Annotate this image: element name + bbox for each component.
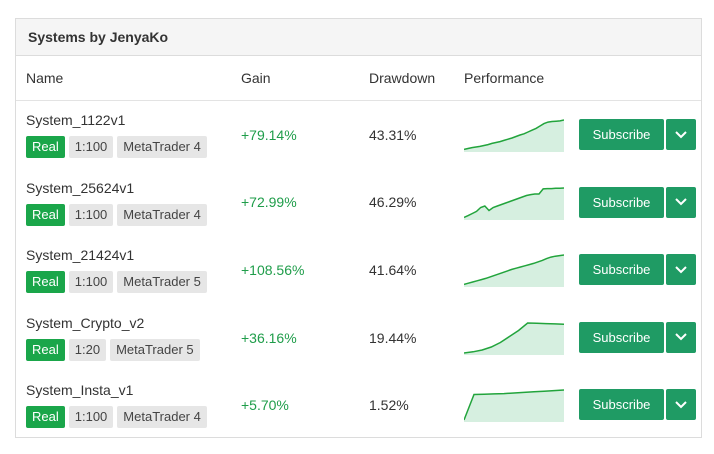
sparkline-area: [464, 187, 564, 220]
gain-value: +79.14%: [241, 126, 297, 143]
subscribe-button[interactable]: Subscribe: [579, 321, 664, 353]
tag-group: Real 1:100 MetaTrader 4: [26, 136, 207, 158]
system-name[interactable]: System_Insta_v1: [26, 382, 134, 399]
sparkline-area: [464, 390, 564, 423]
panel-title: Systems by JenyaKo: [16, 19, 701, 56]
leverage-badge: 1:100: [68, 406, 114, 429]
tag-group: Real 1:20 MetaTrader 5: [26, 338, 200, 361]
gain-value: +5.70%: [241, 397, 289, 414]
platform-badge: MetaTrader 4: [117, 203, 207, 226]
column-header-gain: Gain: [241, 70, 271, 86]
table-header: Name Gain Drawdown Performance: [16, 56, 701, 101]
tag-group: Real 1:100 MetaTrader 4: [26, 203, 207, 226]
subscribe-button[interactable]: Subscribe: [579, 186, 664, 218]
table-row: System_25624v1 Real 1:100 MetaTrader 4 +…: [16, 169, 701, 237]
drawdown-value: 1.52%: [369, 397, 409, 414]
subscribe-button[interactable]: Subscribe: [579, 389, 664, 421]
system-name[interactable]: System_21424v1: [26, 247, 135, 264]
subscribe-options-button[interactable]: [666, 389, 696, 421]
sparkline-line: [464, 119, 564, 151]
platform-badge: MetaTrader 4: [117, 406, 207, 429]
performance-sparkline: [464, 389, 564, 423]
gain-value: +108.56%: [241, 261, 305, 278]
subscribe-button[interactable]: Subscribe: [579, 119, 664, 150]
performance-sparkline: [464, 119, 564, 152]
chevron-down-icon: [675, 198, 687, 206]
chevron-down-icon: [675, 401, 687, 409]
system-name[interactable]: System_1122v1: [26, 112, 126, 128]
chevron-down-icon: [675, 333, 687, 341]
tag-group: Real 1:100 MetaTrader 5: [26, 271, 207, 294]
gain-value: +72.99%: [241, 194, 297, 211]
system-name[interactable]: System_25624v1: [26, 179, 135, 196]
table-row: System_Crypto_v2 Real 1:20 MetaTrader 5 …: [16, 304, 701, 372]
table-row: System_21424v1 Real 1:100 MetaTrader 5 +…: [16, 236, 701, 304]
column-header-drawdown: Drawdown: [369, 70, 436, 86]
drawdown-value: 19.44%: [369, 329, 417, 346]
sparkline-area: [464, 322, 564, 355]
account-type-badge: Real: [26, 338, 65, 361]
subscribe-options-button[interactable]: [666, 186, 696, 218]
sparkline-line: [464, 254, 564, 286]
platform-badge: MetaTrader 5: [117, 271, 207, 294]
performance-sparkline: [464, 186, 564, 220]
table-row: System_Insta_v1 Real 1:100 MetaTrader 4 …: [16, 371, 701, 439]
subscribe-options-button[interactable]: [666, 321, 696, 353]
performance-sparkline: [464, 322, 564, 355]
sparkline-line: [464, 322, 564, 354]
sparkline-area: [464, 255, 564, 288]
drawdown-value: 43.31%: [369, 126, 417, 143]
subscribe-options-button[interactable]: [666, 254, 696, 286]
gain-value: +36.16%: [241, 329, 297, 346]
systems-panel: Systems by JenyaKo Name Gain Drawdown Pe…: [15, 18, 702, 438]
tag-group: Real 1:100 MetaTrader 4: [26, 406, 207, 429]
account-type-badge: Real: [26, 203, 65, 226]
column-header-name: Name: [26, 70, 64, 86]
sparkline-line: [464, 389, 564, 421]
column-header-performance: Performance: [464, 70, 545, 86]
subscribe-button[interactable]: Subscribe: [579, 254, 664, 286]
platform-badge: MetaTrader 5: [110, 338, 200, 361]
account-type-badge: Real: [26, 271, 65, 294]
account-type-badge: Real: [26, 136, 65, 158]
leverage-badge: 1:100: [68, 136, 114, 158]
table-row: System_1122v1 Real 1:100 MetaTrader 4 +7…: [16, 101, 701, 169]
leverage-badge: 1:100: [68, 271, 114, 294]
system-name[interactable]: System_Crypto_v2: [26, 314, 145, 331]
account-type-badge: Real: [26, 406, 65, 429]
drawdown-value: 41.64%: [369, 261, 417, 278]
chevron-down-icon: [675, 130, 687, 138]
leverage-badge: 1:100: [68, 203, 114, 226]
chevron-down-icon: [675, 265, 687, 274]
sparkline-area: [464, 120, 564, 152]
drawdown-value: 46.29%: [369, 194, 417, 211]
subscribe-options-button[interactable]: [666, 119, 696, 150]
sparkline-line: [464, 186, 564, 218]
platform-badge: MetaTrader 4: [117, 136, 207, 158]
leverage-badge: 1:20: [68, 338, 107, 361]
performance-sparkline: [464, 254, 564, 288]
